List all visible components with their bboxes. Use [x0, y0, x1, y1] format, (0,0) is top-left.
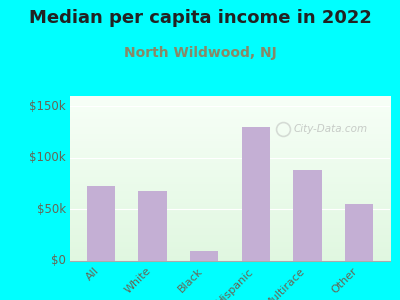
- Text: City-Data.com: City-Data.com: [294, 124, 368, 134]
- Text: $50k: $50k: [37, 203, 66, 216]
- Text: $150k: $150k: [29, 100, 66, 113]
- Bar: [242, 127, 270, 261]
- Text: North Wildwood, NJ: North Wildwood, NJ: [124, 46, 276, 61]
- Bar: [293, 170, 322, 261]
- Text: Median per capita income in 2022: Median per capita income in 2022: [28, 9, 372, 27]
- Bar: [87, 186, 115, 261]
- Bar: [138, 191, 167, 261]
- Bar: [190, 251, 218, 261]
- Text: $0: $0: [51, 254, 66, 268]
- Text: $100k: $100k: [29, 152, 66, 164]
- Bar: [345, 204, 373, 261]
